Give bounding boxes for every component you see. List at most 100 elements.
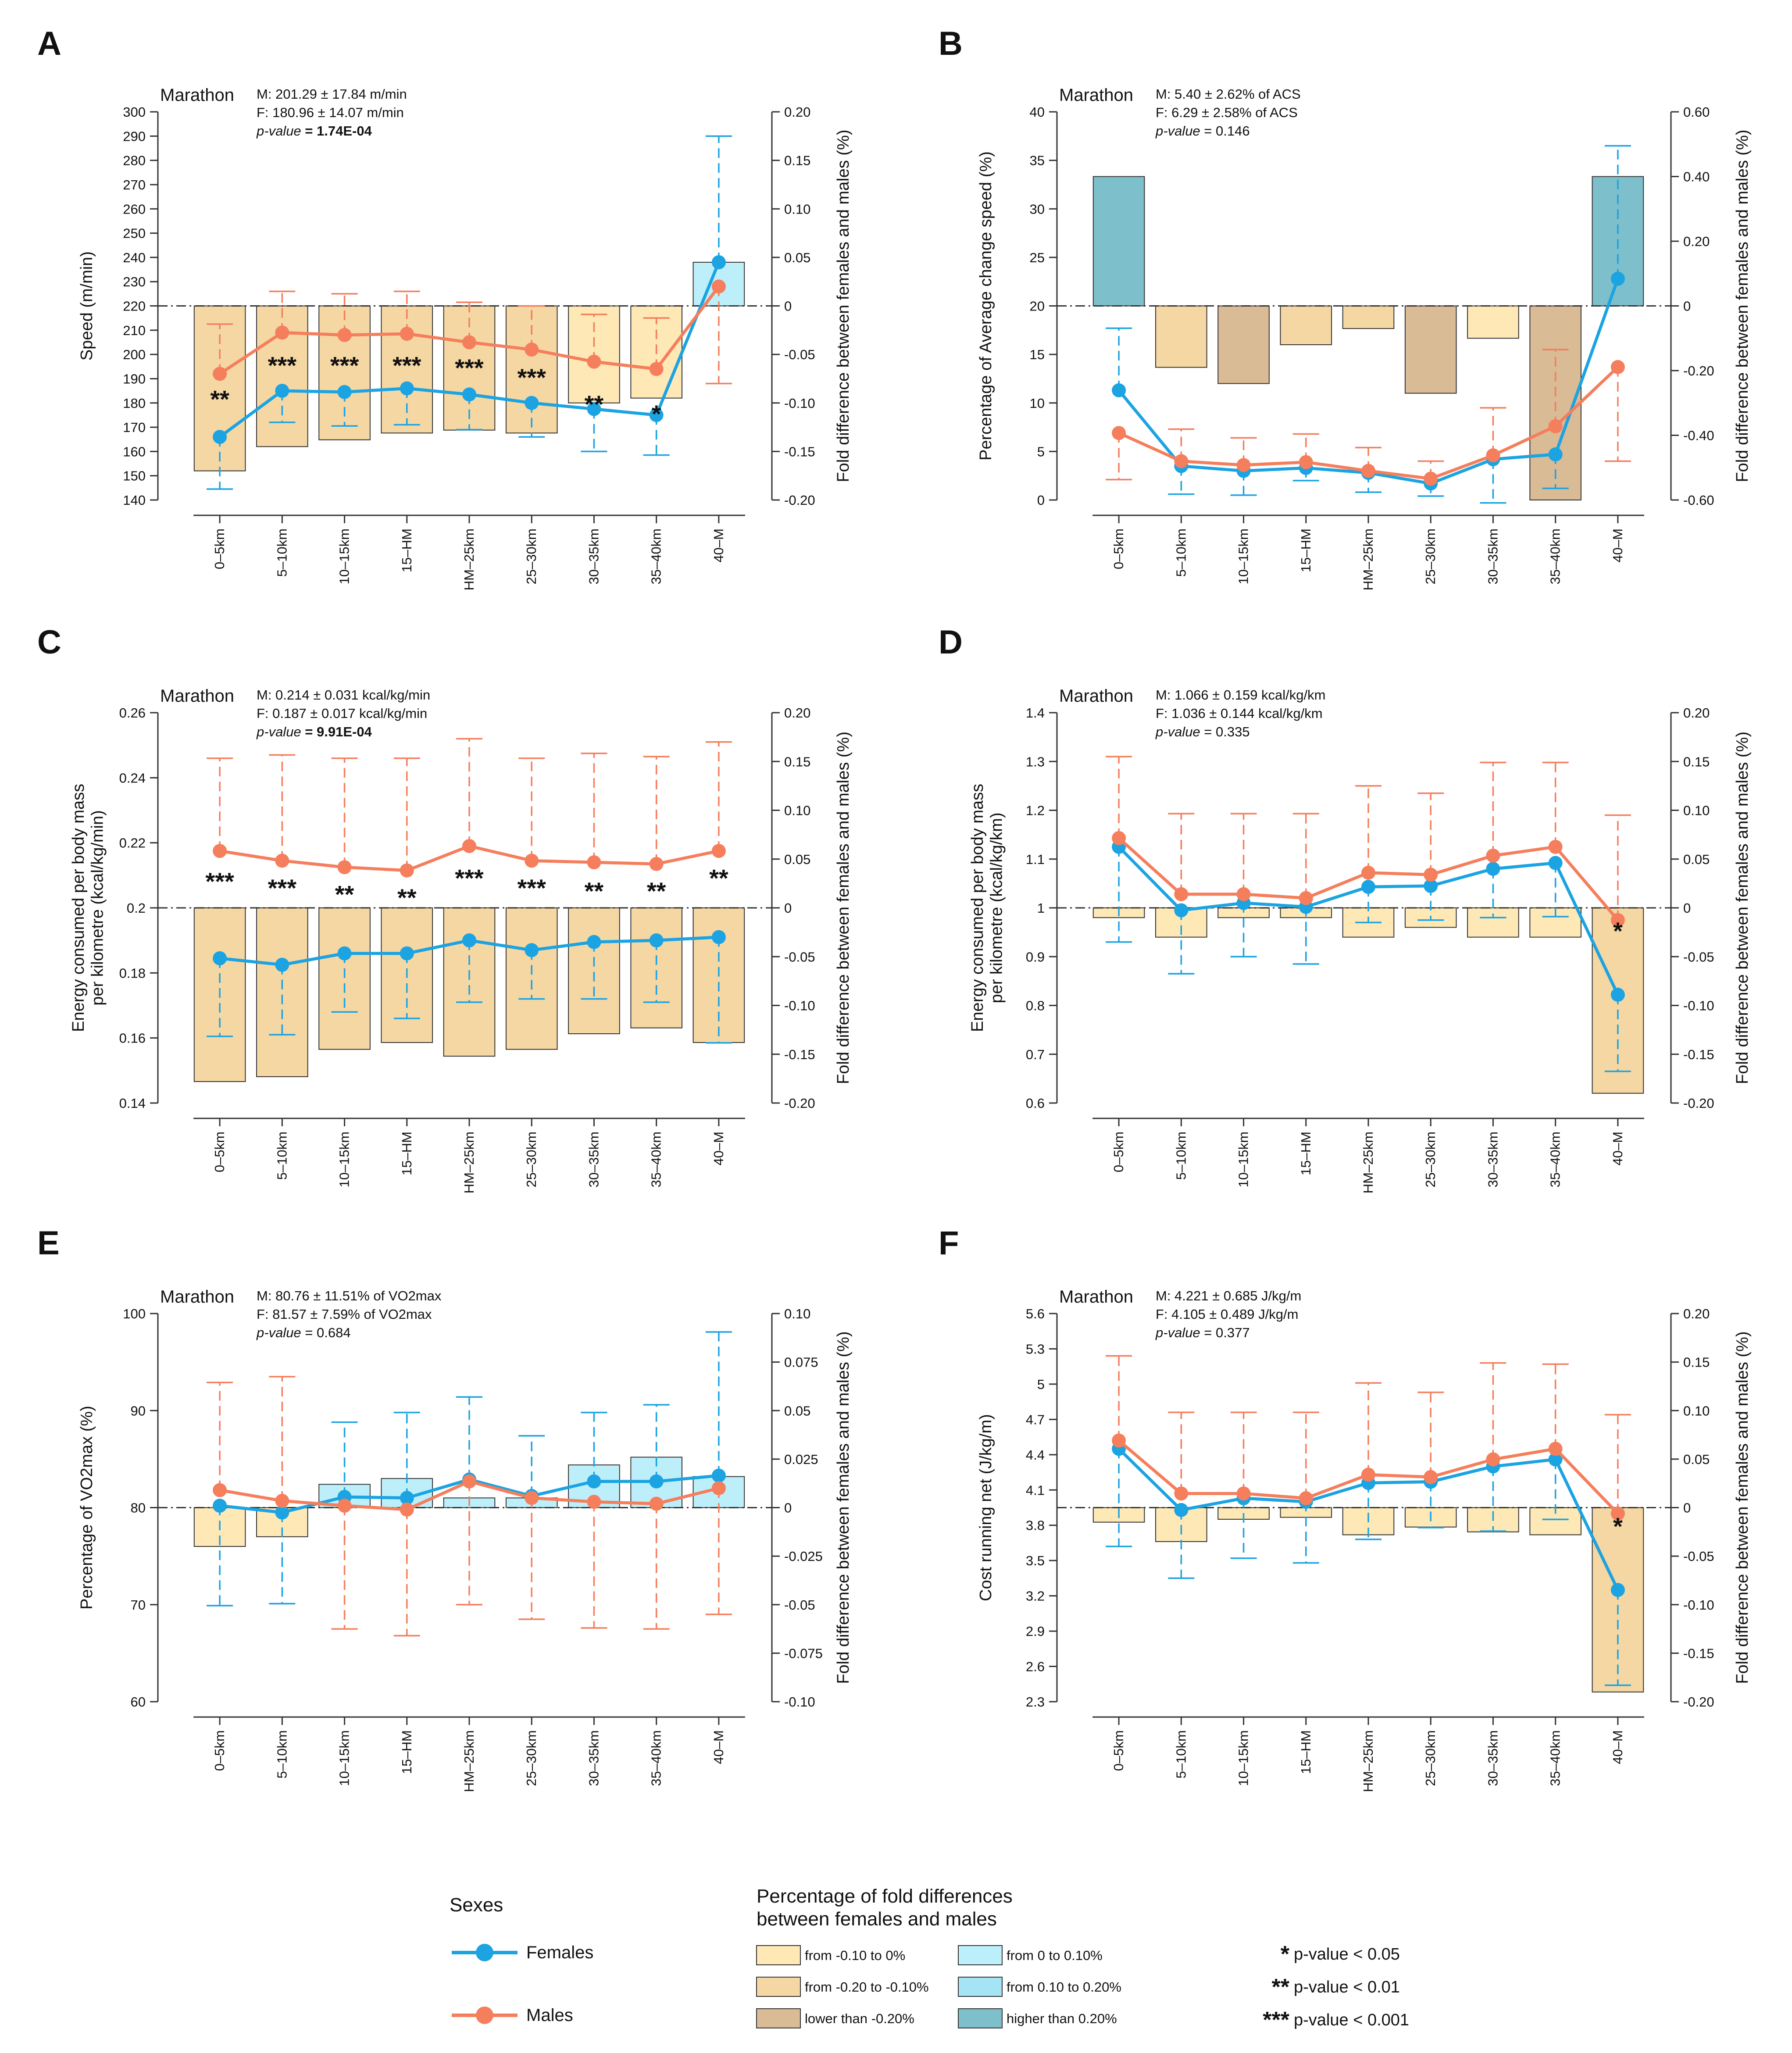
stat-female: F: 180.96 ± 14.07 m/min bbox=[257, 105, 404, 120]
y2-axis-title: Fold difference between females and male… bbox=[1733, 129, 1752, 482]
female-point bbox=[213, 430, 227, 444]
y-tick-label: 140 bbox=[123, 493, 146, 508]
x-tick-label: 30–35km bbox=[586, 1132, 601, 1188]
y-axis-title: Speed (m/min) bbox=[78, 251, 96, 361]
fold-bar bbox=[505, 907, 558, 1050]
legend-female-label: Females bbox=[526, 1943, 593, 1962]
legend-fold-title: Percentage of fold differences bbox=[757, 1885, 1013, 1907]
p-value-text: p-value = 0.335 bbox=[1155, 724, 1250, 739]
legend-bin-swatch bbox=[756, 2008, 801, 2028]
significance-marker: *** bbox=[268, 874, 297, 902]
legend-fold-title: between females and males bbox=[757, 1908, 997, 1930]
y-tick-label: 240 bbox=[123, 250, 146, 265]
fold-bar bbox=[1467, 907, 1519, 938]
female-point bbox=[275, 957, 289, 972]
significance-marker: *** bbox=[518, 874, 546, 902]
fold-bar bbox=[1592, 1507, 1644, 1692]
y-tick-label: 230 bbox=[123, 274, 146, 289]
y2-tick-label: -0.40 bbox=[1683, 428, 1714, 443]
legend-bin-label: from -0.20 to -0.10% bbox=[805, 1979, 929, 1995]
y2-tick-label: -0.075 bbox=[784, 1646, 823, 1661]
panel-title: Marathon bbox=[1059, 86, 1133, 105]
y2-axis-title: Fold difference between females and male… bbox=[834, 1331, 853, 1684]
y-tick-label: 25 bbox=[1030, 250, 1045, 265]
male-point bbox=[275, 853, 289, 868]
female-point bbox=[711, 930, 726, 944]
male-point bbox=[649, 1496, 664, 1511]
female-point bbox=[525, 943, 539, 957]
y2-tick-label: 0.05 bbox=[1683, 852, 1710, 867]
x-tick-label: 0–5km bbox=[212, 528, 227, 569]
fold-bar bbox=[318, 907, 371, 1050]
x-tick-label: 25–30km bbox=[524, 1132, 539, 1188]
y-tick-label: 270 bbox=[123, 177, 146, 193]
female-point bbox=[1610, 271, 1625, 286]
panel-f: F Marathon M: 4.221 ± 0.685 J/kg/m F: 4.105… bbox=[939, 1225, 1752, 1792]
female-point bbox=[587, 402, 601, 416]
fold-bar bbox=[443, 907, 496, 1057]
y2-tick-label: 0.05 bbox=[784, 1403, 810, 1418]
y2-axis-title: Fold difference between females and male… bbox=[1733, 732, 1752, 1084]
male-point bbox=[1548, 839, 1563, 854]
y-tick-label: 150 bbox=[123, 468, 146, 484]
female-point bbox=[462, 387, 476, 402]
y-tick-label: 0.2 bbox=[127, 900, 146, 916]
male-point bbox=[1610, 360, 1625, 374]
y2-tick-label: 0.05 bbox=[784, 852, 810, 867]
y-tick-label: 4.7 bbox=[1026, 1412, 1045, 1427]
y2-tick-label: -0.20 bbox=[1683, 1096, 1714, 1111]
x-tick-label: 5–10km bbox=[274, 528, 289, 577]
female-point bbox=[400, 1491, 414, 1505]
stat-male: M: 201.29 ± 17.84 m/min bbox=[257, 86, 407, 102]
female-point bbox=[1112, 383, 1126, 397]
y-tick-label: 1.4 bbox=[1026, 705, 1045, 721]
y2-tick-label: 0.15 bbox=[1683, 1355, 1710, 1370]
male-point bbox=[649, 362, 664, 376]
y-tick-label: 0.8 bbox=[1026, 998, 1045, 1014]
male-point bbox=[1610, 1506, 1625, 1521]
y2-tick-label: 0.20 bbox=[784, 705, 810, 721]
stat-male: M: 80.76 ± 11.51% of VO2max bbox=[257, 1288, 442, 1303]
female-point bbox=[711, 1468, 726, 1483]
y2-tick-label: -0.15 bbox=[1683, 1646, 1714, 1661]
fold-bar bbox=[256, 907, 308, 1077]
x-tick-label: 10–15km bbox=[337, 1132, 352, 1188]
x-tick-label: 35–40km bbox=[1548, 528, 1563, 585]
stat-female: F: 1.036 ± 0.144 kcal/kg/km bbox=[1156, 706, 1323, 721]
y-tick-label: 280 bbox=[123, 153, 146, 168]
male-point bbox=[1486, 448, 1500, 463]
significance-marker: *** bbox=[205, 868, 234, 895]
p-value-text: p-value = 1.74E-04 bbox=[256, 123, 372, 139]
legend-sig-text: p-value < 0.01 bbox=[1294, 1978, 1400, 1996]
male-point bbox=[400, 327, 414, 341]
female-point bbox=[213, 1499, 227, 1513]
y2-tick-label: 0.05 bbox=[784, 250, 810, 265]
x-tick-label: 40–M bbox=[1610, 1132, 1625, 1166]
female-point bbox=[1361, 880, 1375, 894]
p-value-text: p-value = 0.684 bbox=[256, 1325, 351, 1340]
x-tick-label: 10–15km bbox=[337, 528, 352, 585]
x-tick-label: 15–HM bbox=[399, 1730, 414, 1774]
male-point bbox=[711, 844, 726, 858]
fold-bar bbox=[1342, 305, 1395, 329]
y-tick-label: 70 bbox=[131, 1597, 146, 1613]
female-point bbox=[1174, 1503, 1189, 1517]
legend-bin-swatch bbox=[958, 1945, 1003, 1965]
female-point bbox=[711, 255, 726, 269]
male-point bbox=[1112, 426, 1126, 440]
female-point bbox=[337, 385, 352, 399]
female-point bbox=[275, 1505, 289, 1520]
stat-male: M: 4.221 ± 0.685 J/kg/m bbox=[1156, 1288, 1301, 1303]
legend-bin-label: lower than -0.20% bbox=[805, 2011, 914, 2026]
legend-bin-label: from 0 to 0.10% bbox=[1007, 1948, 1103, 1963]
x-tick-label: 10–15km bbox=[337, 1730, 352, 1786]
y2-tick-label: 0.10 bbox=[784, 1306, 810, 1321]
legend-bin-swatch bbox=[958, 2008, 1003, 2028]
panel-title: Marathon bbox=[1059, 1287, 1133, 1307]
x-tick-label: 15–HM bbox=[1298, 1132, 1314, 1175]
y-tick-label: 0 bbox=[1037, 493, 1045, 508]
panel-title: Marathon bbox=[160, 1287, 234, 1307]
x-tick-label: 5–10km bbox=[1173, 1730, 1189, 1778]
p-value-text: p-value = 9.91E-04 bbox=[256, 724, 372, 739]
y2-tick-label: 0.20 bbox=[1683, 234, 1710, 249]
